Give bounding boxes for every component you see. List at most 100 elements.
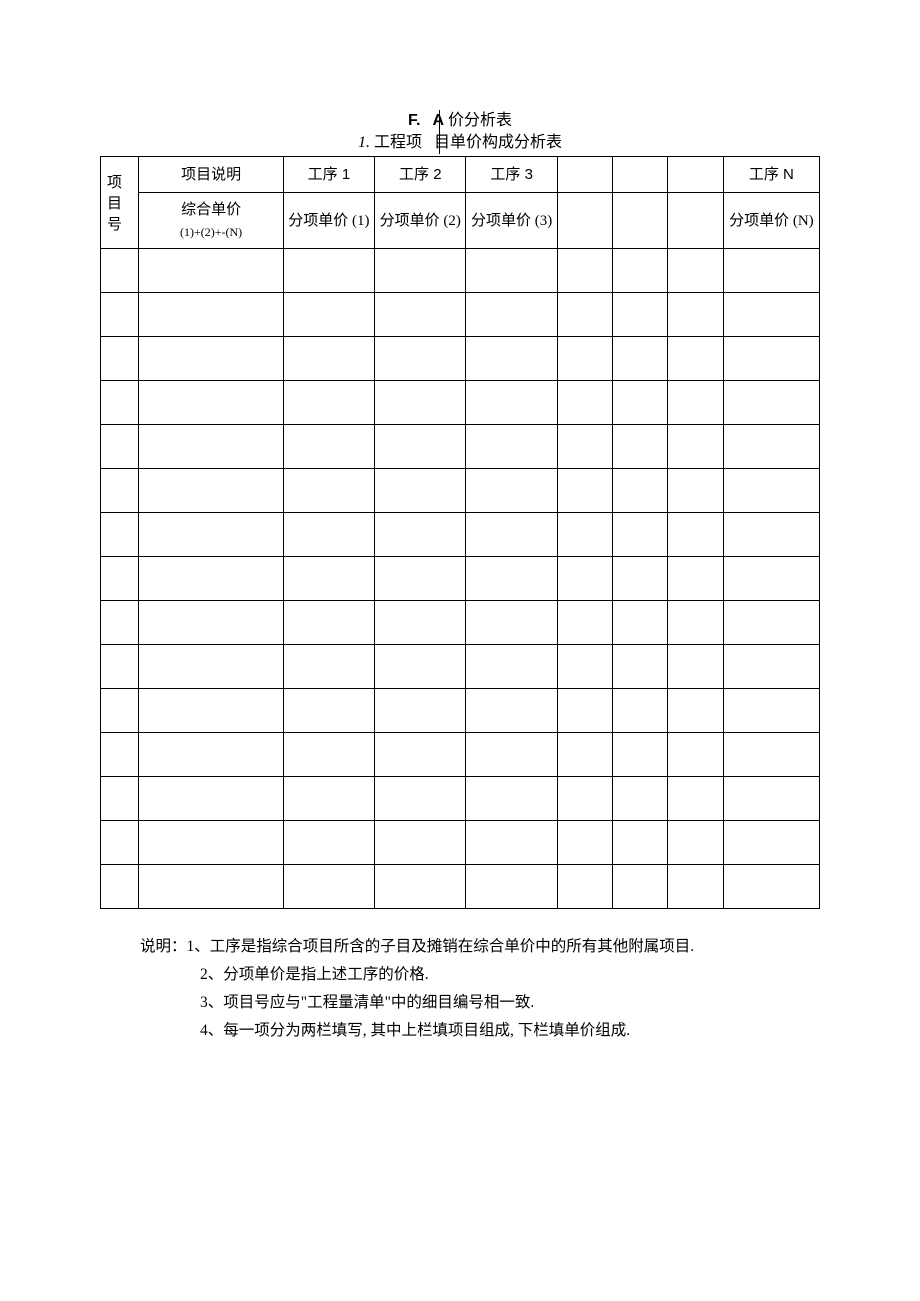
table-cell <box>466 249 557 293</box>
table-cell <box>723 865 819 909</box>
table-cell <box>101 293 139 337</box>
table-cell <box>613 381 668 425</box>
table-cell <box>668 645 723 689</box>
table-cell <box>668 733 723 777</box>
table-cell <box>557 645 612 689</box>
col-blank-b <box>613 157 668 193</box>
table-row <box>101 557 820 601</box>
table-cell <box>375 645 466 689</box>
table-cell <box>466 293 557 337</box>
table-cell <box>668 425 723 469</box>
note-2: 2、分项单价是指上述工序的价格. <box>140 961 800 989</box>
table-cell <box>283 689 374 733</box>
table-body <box>101 249 820 909</box>
sub-2: 分项单价 (2) <box>375 193 466 249</box>
table-cell <box>466 337 557 381</box>
table-cell <box>375 689 466 733</box>
row-label: 项目号 <box>101 157 139 249</box>
table-cell <box>139 293 283 337</box>
title-f: F. <box>408 112 420 129</box>
table-cell <box>723 601 819 645</box>
table-cell <box>375 337 466 381</box>
table-cell <box>466 557 557 601</box>
table-cell <box>557 469 612 513</box>
table-row <box>101 425 820 469</box>
note-4: 4、每一项分为两栏填写, 其中上栏填项目组成, 下栏填单价组成. <box>140 1017 800 1045</box>
table-cell <box>101 865 139 909</box>
analysis-table: 项目号 项目说明 工序 1 工序 2 工序 3 工序 N 综合单价 (1)+(2… <box>100 156 820 909</box>
header-row-2: 综合单价 (1)+(2)+-(N) 分项单价 (1) 分项单价 (2) 分项单价… <box>101 193 820 249</box>
table-cell <box>283 381 374 425</box>
table-cell <box>101 733 139 777</box>
sub-3: 分项单价 (3) <box>466 193 557 249</box>
table-row <box>101 777 820 821</box>
table-cell <box>283 293 374 337</box>
table-cell <box>375 601 466 645</box>
col-blank-a <box>557 157 612 193</box>
table-cell <box>668 469 723 513</box>
table-cell <box>283 425 374 469</box>
table-cell <box>375 821 466 865</box>
table-cell <box>723 777 819 821</box>
table-cell <box>139 777 283 821</box>
table-cell <box>101 645 139 689</box>
table-cell <box>375 557 466 601</box>
table-row <box>101 513 820 557</box>
table-cell <box>283 733 374 777</box>
table-cell <box>613 645 668 689</box>
table-cell <box>557 513 612 557</box>
col-proc-n: 工序 N <box>723 157 819 193</box>
table-cell <box>613 425 668 469</box>
table-cell <box>668 249 723 293</box>
table-cell <box>723 381 819 425</box>
table-row <box>101 645 820 689</box>
table-cell <box>466 777 557 821</box>
table-cell <box>723 293 819 337</box>
table-cell <box>723 425 819 469</box>
table-cell <box>139 337 283 381</box>
table-cell <box>723 513 819 557</box>
table-cell <box>557 381 612 425</box>
table-cell <box>723 821 819 865</box>
table-row <box>101 821 820 865</box>
col-proc-2: 工序 2 <box>375 157 466 193</box>
table-cell <box>466 865 557 909</box>
table-row <box>101 601 820 645</box>
table-cell <box>139 821 283 865</box>
table-cell <box>723 733 819 777</box>
table-cell <box>375 733 466 777</box>
table-cell <box>668 557 723 601</box>
table-row <box>101 469 820 513</box>
table-cell <box>139 689 283 733</box>
table-cell <box>557 601 612 645</box>
table-cell <box>668 821 723 865</box>
table-cell <box>466 425 557 469</box>
title-block: F. A 价分析表 1. 工程项 目单价构成分析表 <box>100 110 820 154</box>
note-3: 3、项目号应与"工程量清单"中的细目编号相一致. <box>140 989 800 1017</box>
note-1: 说明：1、工序是指综合项目所含的子目及摊销在综合单价中的所有其他附属项目. <box>140 933 800 961</box>
table-cell <box>375 293 466 337</box>
table-cell <box>101 821 139 865</box>
table-cell <box>375 425 466 469</box>
table-cell <box>613 337 668 381</box>
table-cell <box>613 865 668 909</box>
table-cell <box>101 689 139 733</box>
table-cell <box>557 337 612 381</box>
col-proc-1: 工序 1 <box>283 157 374 193</box>
table-cell <box>101 337 139 381</box>
table-cell <box>283 249 374 293</box>
title-suffix1: 价分析表 <box>444 112 512 129</box>
table-row <box>101 381 820 425</box>
table-cell <box>466 689 557 733</box>
table-cell <box>723 469 819 513</box>
table-cell <box>668 777 723 821</box>
table-cell <box>283 557 374 601</box>
table-cell <box>466 513 557 557</box>
table-cell <box>557 249 612 293</box>
table-cell <box>723 645 819 689</box>
table-cell <box>613 689 668 733</box>
table-cell <box>283 513 374 557</box>
table-cell <box>557 293 612 337</box>
table-cell <box>557 733 612 777</box>
table-cell <box>668 513 723 557</box>
